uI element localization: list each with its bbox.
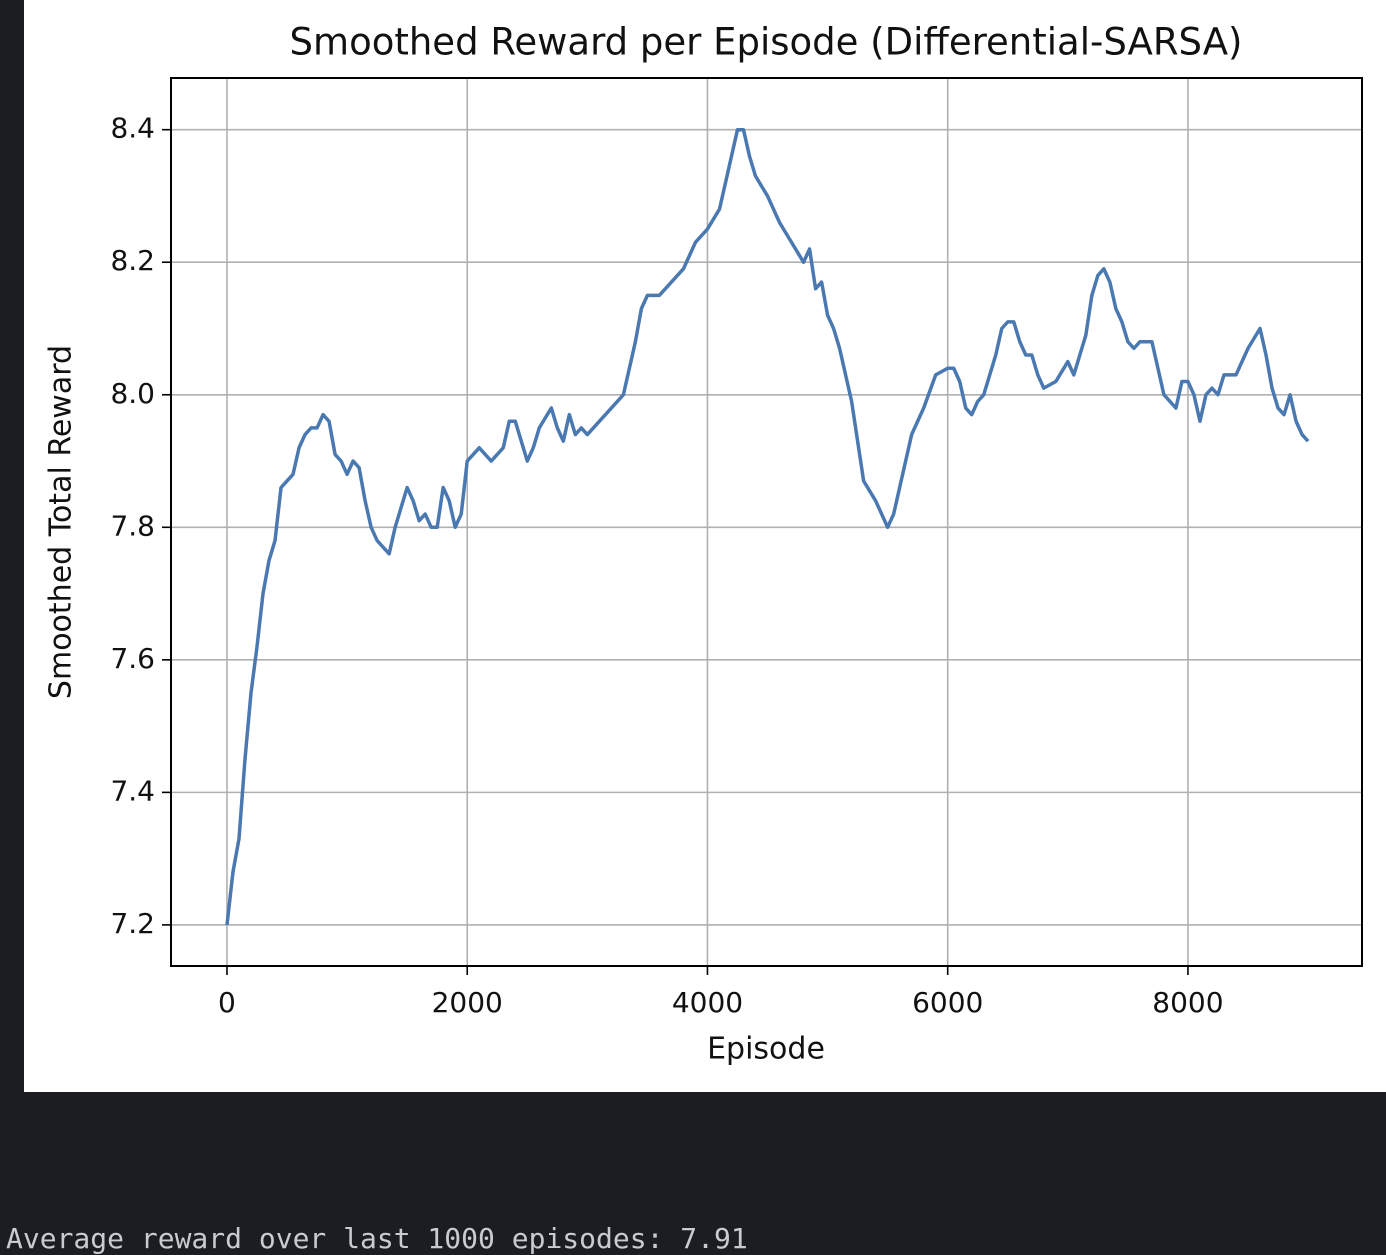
x-tick-label: 0 xyxy=(218,986,236,1019)
x-tick-label: 6000 xyxy=(912,986,983,1019)
x-tick-label: 8000 xyxy=(1152,986,1223,1019)
chart-background xyxy=(24,0,1386,1092)
plot-frame xyxy=(170,77,1363,967)
cell-output: Average reward over last 1000 episodes: … xyxy=(6,1222,748,1255)
x-tick-label: 4000 xyxy=(672,986,743,1019)
x-tick-label: 2000 xyxy=(432,986,503,1019)
y-tick-label: 7.2 xyxy=(110,907,155,940)
data-line xyxy=(225,127,1310,926)
y-tick-label: 8.2 xyxy=(110,244,155,277)
y-tick-label: 7.8 xyxy=(110,509,155,542)
x-axis-label: Episode xyxy=(707,1032,825,1067)
y-tick-label: 8.4 xyxy=(110,112,155,145)
chart: Smoothed Reward per Episode (Differentia… xyxy=(24,0,1386,1092)
y-tick-label: 7.6 xyxy=(110,642,155,675)
y-tick-label: 8.0 xyxy=(110,377,155,410)
y-tick-label: 7.4 xyxy=(110,774,155,807)
y-axis-label: Smoothed Total Reward xyxy=(44,345,79,699)
chart-title: Smoothed Reward per Episode (Differentia… xyxy=(290,21,1243,64)
